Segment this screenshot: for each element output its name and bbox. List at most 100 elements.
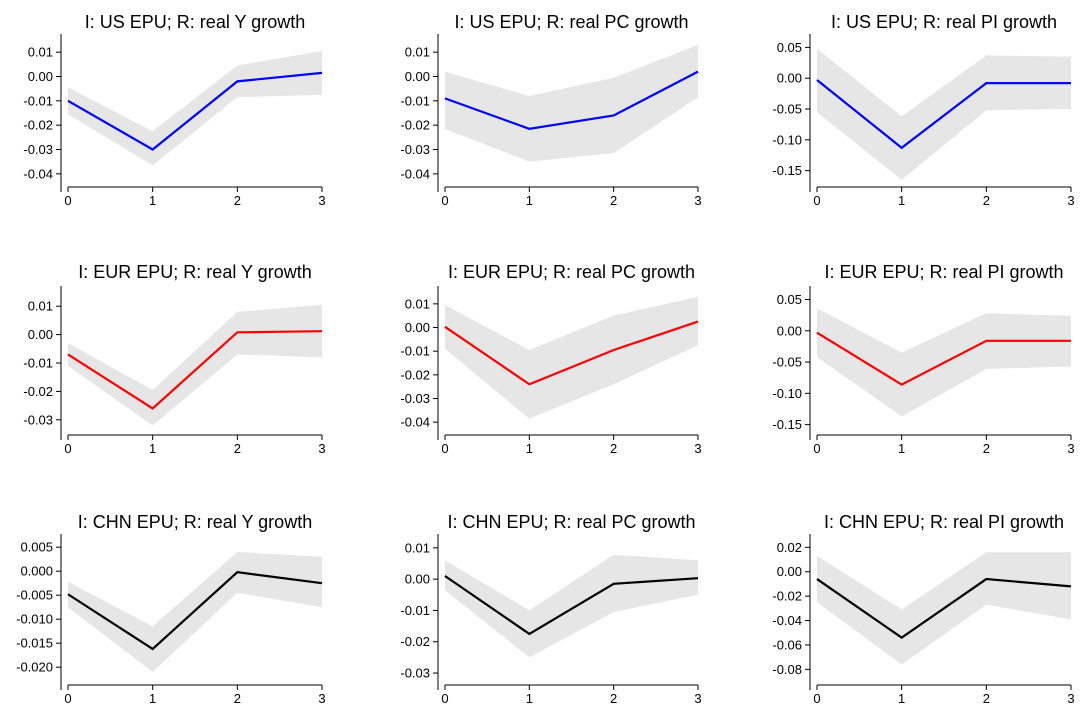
chart-title: I: EUR EPU; R: real PC growth (447, 262, 696, 282)
y-tick-label: -0.02 (772, 589, 802, 604)
y-tick-label: -0.05 (772, 355, 802, 370)
response-line (444, 320, 699, 386)
y-tick-label: -0.15 (772, 417, 802, 432)
response-line (816, 577, 1072, 639)
y-tick-label: -0.02 (400, 118, 430, 133)
chart-panel-9: 0.02 0.00 -0.02 -0.04 -0.06 -0.08 0 1 2 3 (772, 534, 1075, 706)
x-tick-label: 0 (813, 193, 820, 208)
y-tick-label: -0.01 (400, 93, 430, 108)
y-tick-label: 0.05 (777, 292, 802, 307)
chart-panel-5: 0.01 0.00 -0.01 -0.02 -0.03 -0.04 0 1 2 3 (400, 286, 702, 456)
response-line (444, 70, 699, 130)
y-tick-label: -0.01 (400, 344, 430, 359)
chart-title: I: EUR EPU; R: real Y growth (78, 262, 312, 282)
x-tick-label: 3 (1067, 691, 1074, 706)
y-tick-label: 0.00 (777, 564, 802, 579)
chart-title: I: US EPU; R: real Y growth (84, 12, 306, 32)
x-tick-label: 0 (64, 441, 71, 456)
chart-title: I: CHN EPU; R: real PI growth (823, 512, 1065, 532)
x-tick-label: 2 (234, 193, 241, 208)
x-tick-label: 1 (149, 193, 156, 208)
y-tick-label: 0.01 (405, 540, 430, 555)
y-tick-label: 0.000 (20, 564, 53, 579)
x-tick-label: 0 (441, 441, 448, 456)
chart-title: I: US EPU; R: real PI growth (830, 12, 1058, 32)
x-tick-label: 1 (526, 691, 533, 706)
x-tick-label: 3 (318, 441, 325, 456)
confidence-band (445, 296, 698, 419)
y-tick-label: 0.05 (777, 40, 802, 55)
y-tick-label: -0.04 (400, 415, 430, 430)
x-tick-label: 1 (898, 441, 905, 456)
x-tick-label: 1 (898, 691, 905, 706)
response-line (67, 330, 323, 410)
y-tick-label: 0.00 (28, 69, 53, 84)
x-tick-label: 3 (318, 193, 325, 208)
chart-panel-6: 0.05 0.00 -0.05 -0.10 -0.15 0 1 2 3 (772, 286, 1075, 456)
y-tick-label: 0.02 (777, 540, 802, 555)
y-tick-label: -0.10 (772, 386, 802, 401)
y-tick-label: -0.03 (23, 412, 53, 427)
y-tick-label: -0.02 (23, 384, 53, 399)
x-tick-label: 2 (610, 691, 617, 706)
response-line (67, 571, 323, 651)
response-line (444, 575, 699, 636)
x-tick-label: 1 (898, 193, 905, 208)
x-tick-label: 2 (610, 193, 617, 208)
y-tick-label: 0.01 (28, 299, 53, 314)
y-tick-label: 0.00 (777, 71, 802, 86)
y-tick-label: -0.03 (400, 391, 430, 406)
y-tick-label: -0.02 (23, 118, 53, 133)
chart-title: I: EUR EPU; R: real PI growth (824, 262, 1064, 282)
chart-title: I: CHN EPU; R: real Y growth (77, 512, 313, 532)
x-tick-label: 2 (983, 193, 990, 208)
x-tick-label: 0 (813, 441, 820, 456)
y-tick-label: -0.08 (772, 662, 802, 677)
y-tick-label: -0.15 (772, 163, 802, 178)
x-tick-label: 2 (234, 691, 241, 706)
y-tick-label: 0.00 (405, 69, 430, 84)
y-tick-label: 0.00 (777, 323, 802, 338)
x-tick-label: 0 (813, 691, 820, 706)
y-tick-label: -0.03 (23, 142, 53, 157)
y-tick-label: -0.04 (400, 166, 430, 181)
y-tick-label: -0.06 (772, 637, 802, 652)
x-tick-label: 2 (610, 441, 617, 456)
chart-panel-4: 0.01 0.00 -0.01 -0.02 -0.03 0 1 2 3 (23, 286, 326, 456)
y-tick-label: -0.02 (400, 634, 430, 649)
chart-title: I: CHN EPU; R: real PC growth (447, 512, 696, 532)
y-tick-label: 0.01 (405, 45, 430, 60)
response-line (67, 71, 323, 151)
response-line (816, 79, 1071, 150)
confidence-band (68, 50, 322, 166)
chart-panel-3: 0.05 0.00 -0.05 -0.10 -0.15 0 1 2 3 (772, 34, 1075, 208)
chart-panel-8: 0.01 0.00 -0.01 -0.02 -0.03 0 1 2 3 (400, 534, 702, 706)
y-tick-label: -0.01 (400, 603, 430, 618)
y-tick-label: -0.04 (23, 166, 53, 181)
chart-panel-7: 0.005 0.000 -0.005 -0.010 -0.015 -0.020 0 1 2 3 (16, 534, 326, 706)
y-tick-label: -0.010 (16, 612, 53, 627)
y-tick-label: 0.005 (20, 540, 53, 555)
confidence-band (68, 304, 322, 426)
confidence-band (445, 554, 698, 658)
x-tick-label: 2 (983, 691, 990, 706)
x-tick-label: 0 (64, 691, 71, 706)
x-tick-label: 1 (526, 441, 533, 456)
chart-panel-2: 0.01 0.00 -0.01 -0.02 -0.03 -0.04 0 1 2 3 (400, 34, 702, 208)
y-tick-label: -0.01 (23, 93, 53, 108)
chart-panel-1: 0.01 0.00 -0.01 -0.02 -0.03 -0.04 0 1 2 3 (23, 34, 326, 208)
y-tick-label: -0.01 (23, 356, 53, 371)
y-tick-label: 0.00 (28, 327, 53, 342)
x-tick-label: 0 (64, 193, 71, 208)
y-tick-label: -0.020 (16, 660, 53, 675)
x-tick-label: 1 (526, 193, 533, 208)
y-tick-label: -0.10 (772, 132, 802, 147)
y-tick-label: -0.03 (400, 142, 430, 157)
y-tick-label: 0.00 (405, 320, 430, 335)
x-tick-label: 1 (149, 441, 156, 456)
x-tick-label: 2 (983, 441, 990, 456)
y-tick-label: -0.02 (400, 367, 430, 382)
x-tick-label: 3 (694, 193, 701, 208)
y-tick-label: -0.015 (16, 636, 53, 651)
